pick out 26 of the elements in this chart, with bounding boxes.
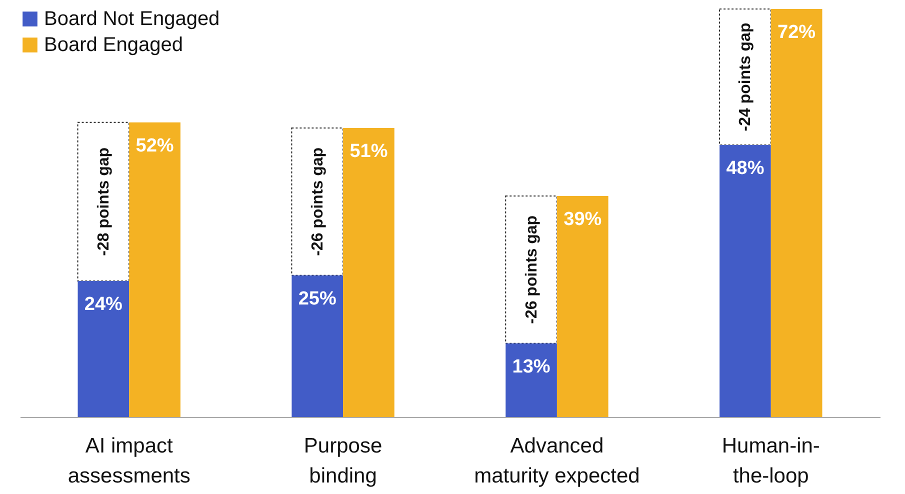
- bar: [506, 343, 557, 417]
- bar: [770, 9, 822, 417]
- bar: [556, 196, 608, 417]
- data-label: 51%: [350, 141, 388, 162]
- data-label: 13%: [512, 356, 550, 378]
- annotation: -28 points gap: [95, 147, 112, 256]
- bar: [720, 145, 771, 417]
- data-label: 52%: [136, 135, 174, 156]
- data-label: 39%: [564, 209, 602, 230]
- x-tick-label: Human-in-the-loop: [722, 434, 820, 488]
- data-label: 25%: [298, 288, 336, 310]
- bar: [129, 122, 180, 417]
- bar: [292, 275, 344, 417]
- data-label: 72%: [778, 22, 816, 43]
- annotation: -26 points gap: [523, 215, 540, 324]
- bar: [78, 281, 130, 417]
- annotation: -26 points gap: [309, 147, 326, 256]
- x-tick-label: Advanced maturity expected: [474, 434, 640, 488]
- legend-label: Board Not Engaged: [44, 8, 220, 30]
- annotation: -24 points gap: [737, 22, 754, 132]
- data-label: 24%: [84, 294, 123, 315]
- bar: [343, 128, 394, 417]
- x-tick-label: Purpose binding: [304, 434, 382, 488]
- x-tick-label: AI impact assessments: [68, 434, 190, 488]
- legend-label: Board Engaged: [44, 34, 184, 56]
- data-label: 48%: [726, 158, 764, 179]
